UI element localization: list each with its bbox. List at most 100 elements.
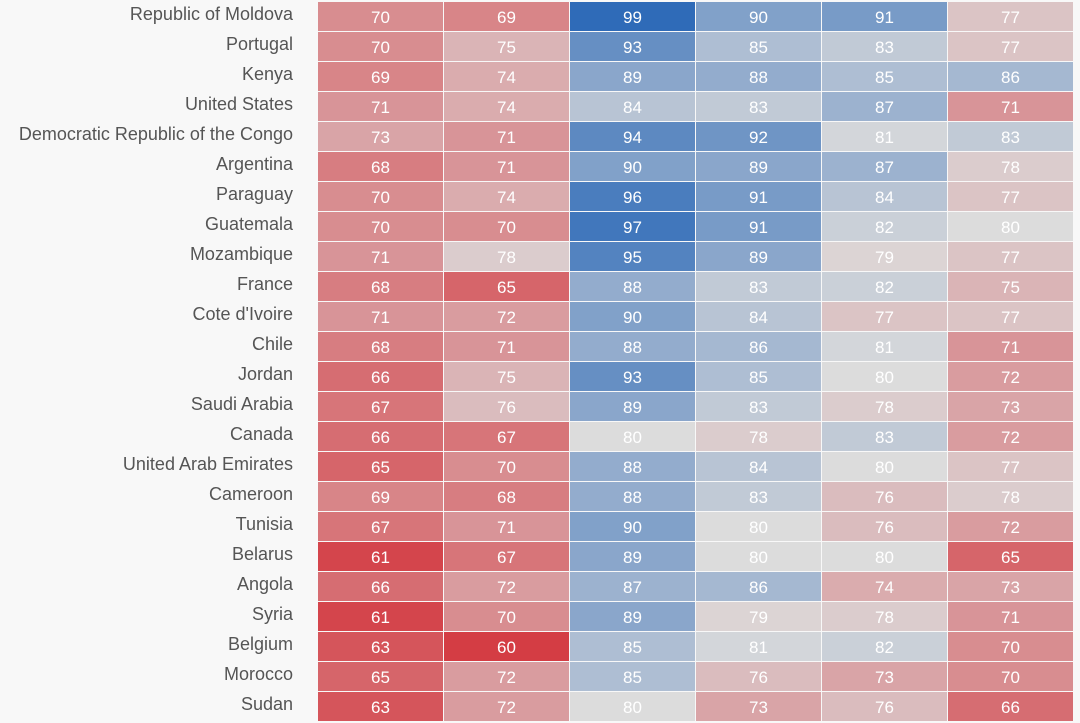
row-label: Belarus	[231, 544, 293, 564]
heatmap-cell: 94	[570, 122, 695, 151]
heatmap-cell: 70	[948, 632, 1073, 661]
row-label: United States	[184, 94, 293, 114]
heatmap-cell: 71	[444, 152, 569, 181]
heatmap-cell: 82	[822, 632, 947, 661]
heatmap-cell: 82	[822, 212, 947, 241]
heatmap-cell: 77	[948, 452, 1073, 481]
heatmap-cell: 83	[696, 92, 821, 121]
heatmap-cell: 77	[948, 182, 1073, 211]
row-label: Saudi Arabia	[190, 394, 293, 414]
heatmap-cell: 75	[948, 272, 1073, 301]
heatmap-cell: 76	[696, 662, 821, 691]
heatmap-cell: 71	[444, 512, 569, 541]
heatmap-cell: 71	[948, 92, 1073, 121]
heatmap-cell: 72	[948, 512, 1073, 541]
heatmap-cell: 88	[570, 452, 695, 481]
heatmap-cell: 99	[570, 2, 695, 31]
heatmap-cell: 66	[318, 572, 443, 601]
row-label: United Arab Emirates	[122, 454, 293, 474]
heatmap-cell: 76	[822, 692, 947, 721]
heatmap-cell: 72	[444, 302, 569, 331]
heatmap-cell: 89	[570, 602, 695, 631]
heatmap-cell: 80	[570, 422, 695, 451]
heatmap-cell: 91	[696, 212, 821, 241]
heatmap-cell: 96	[570, 182, 695, 211]
heatmap-cell: 77	[948, 242, 1073, 271]
heatmap-cell: 73	[948, 572, 1073, 601]
heatmap-cell: 78	[948, 152, 1073, 181]
heatmap-cell: 87	[570, 572, 695, 601]
heatmap-cell: 80	[696, 512, 821, 541]
heatmap-cell: 88	[570, 272, 695, 301]
heatmap-cell: 76	[822, 482, 947, 511]
heatmap-cell: 65	[318, 452, 443, 481]
heatmap-cell: 93	[570, 32, 695, 61]
heatmap-cell: 80	[822, 362, 947, 391]
heatmap-cell: 70	[318, 212, 443, 241]
heatmap-cell: 83	[822, 32, 947, 61]
heatmap-cell: 84	[696, 302, 821, 331]
row-label: Kenya	[241, 64, 293, 84]
heatmap-cell: 87	[822, 92, 947, 121]
heatmap-cell: 85	[822, 62, 947, 91]
heatmap-cell: 72	[444, 692, 569, 721]
heatmap-cell: 86	[696, 332, 821, 361]
heatmap-cell: 73	[696, 692, 821, 721]
heatmap-cell: 78	[822, 392, 947, 421]
heatmap-cell: 83	[696, 392, 821, 421]
heatmap-cell: 86	[948, 62, 1073, 91]
heatmap-cell: 97	[570, 212, 695, 241]
heatmap-cell: 71	[444, 122, 569, 151]
heatmap-cell: 85	[570, 632, 695, 661]
row-label: Canada	[229, 424, 293, 444]
heatmap-cell: 67	[444, 422, 569, 451]
row-label: Republic of Moldova	[129, 4, 293, 24]
heatmap-cell: 72	[948, 362, 1073, 391]
heatmap-cell: 71	[948, 332, 1073, 361]
row-label: Sudan	[240, 694, 293, 714]
heatmap-cell: 89	[570, 392, 695, 421]
heatmap-cell: 73	[318, 122, 443, 151]
row-label: Guatemala	[204, 214, 293, 234]
heatmap-cell: 65	[318, 662, 443, 691]
heatmap-cell: 68	[318, 332, 443, 361]
heatmap-cell: 76	[822, 512, 947, 541]
heatmap-cell: 73	[822, 662, 947, 691]
heatmap-cell: 70	[318, 182, 443, 211]
row-label: Cote d'Ivoire	[192, 304, 294, 324]
row-label: Mozambique	[189, 244, 293, 264]
heatmap-cell: 80	[822, 542, 947, 571]
heatmap-cell: 67	[318, 512, 443, 541]
heatmap-cell: 78	[822, 602, 947, 631]
heatmap-cell: 89	[570, 542, 695, 571]
heatmap-cell: 80	[948, 212, 1073, 241]
heatmap-cell: 81	[822, 122, 947, 151]
heatmap-cell: 83	[696, 272, 821, 301]
heatmap-cell: 90	[570, 512, 695, 541]
heatmap-cell: 66	[318, 422, 443, 451]
row-label: Syria	[251, 604, 293, 624]
heatmap-cell: 86	[696, 572, 821, 601]
heatmap-cell: 69	[444, 2, 569, 31]
row-label: Cameroon	[208, 484, 293, 504]
heatmap-cell: 61	[318, 542, 443, 571]
heatmap-cell: 91	[822, 2, 947, 31]
heatmap-cell: 66	[318, 362, 443, 391]
heatmap-cell: 77	[948, 2, 1073, 31]
heatmap-cell: 84	[570, 92, 695, 121]
heatmap-cell: 68	[318, 152, 443, 181]
heatmap-cell: 78	[696, 422, 821, 451]
heatmap-cell: 92	[696, 122, 821, 151]
heatmap-cell: 79	[696, 602, 821, 631]
row-label: Belgium	[227, 634, 293, 654]
heatmap-cell: 89	[696, 152, 821, 181]
heatmap-cell: 61	[318, 602, 443, 631]
heatmap-cell: 72	[444, 572, 569, 601]
heatmap-cell: 76	[444, 392, 569, 421]
heatmap-cell: 88	[696, 62, 821, 91]
heatmap-cell: 79	[822, 242, 947, 271]
heatmap-cell: 69	[318, 62, 443, 91]
heatmap-cell: 83	[948, 122, 1073, 151]
heatmap-cell: 70	[444, 212, 569, 241]
heatmap-cell: 74	[444, 182, 569, 211]
